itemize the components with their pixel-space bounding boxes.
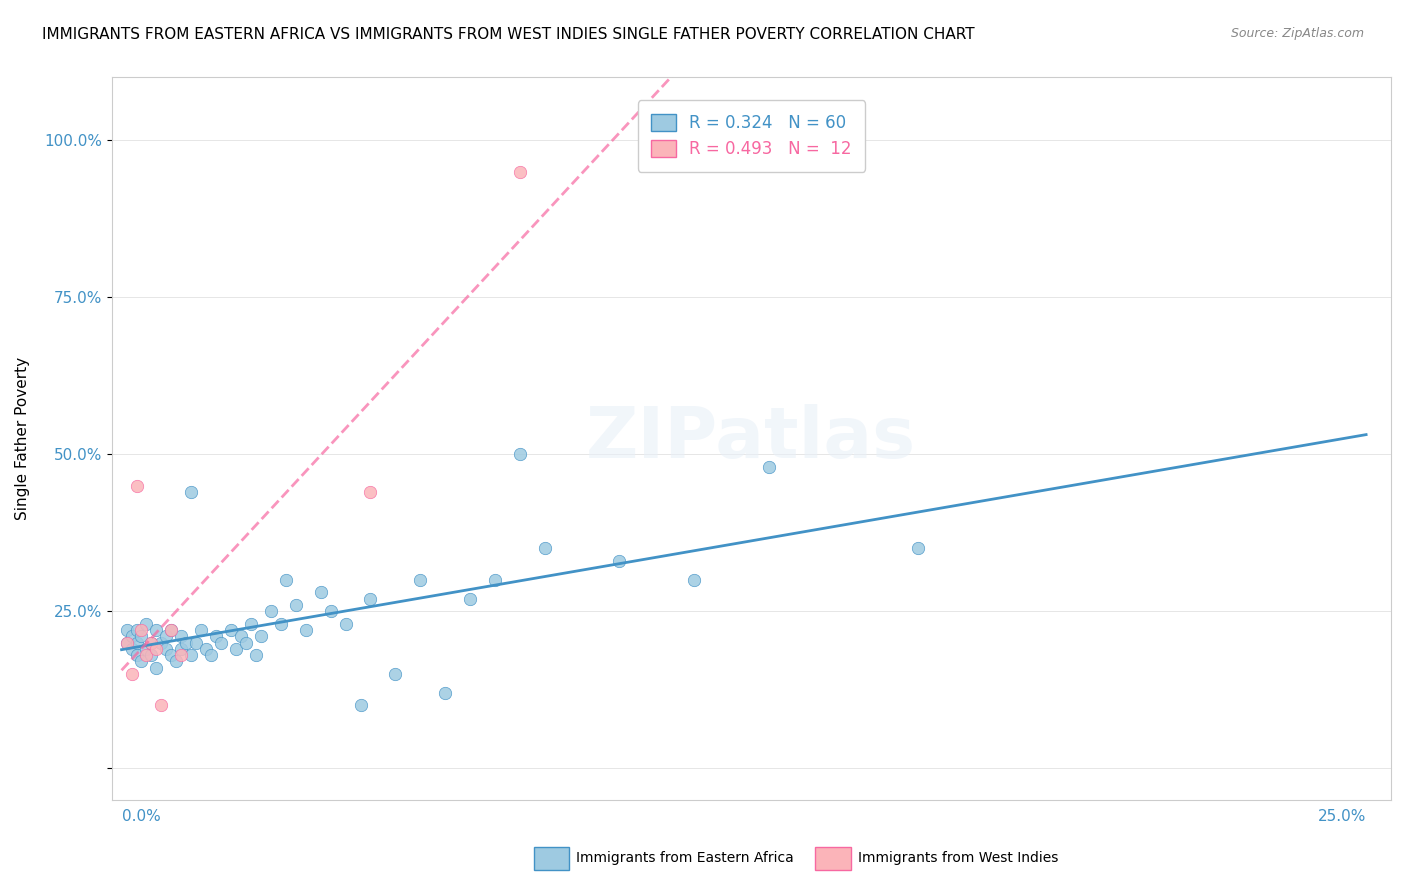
Point [240,616,263,631]
Point [309,585,332,599]
Point [180,484,202,499]
Point [509,447,531,461]
Point [260,604,283,618]
Point [121,667,143,681]
Point [145,641,167,656]
Point [190,623,212,637]
Point [484,573,506,587]
Text: Source: ZipAtlas.com: Source: ZipAtlas.com [1230,27,1364,40]
Point [125,478,148,492]
Point [758,459,780,474]
Point [335,616,357,631]
Point [150,698,173,713]
Point [115,623,138,637]
Point [160,623,183,637]
Point [284,598,307,612]
Point [131,623,153,637]
Y-axis label: Single Father Poverty: Single Father Poverty [15,357,30,520]
Point [141,635,163,649]
Text: 0.0%: 0.0% [121,809,160,824]
Point [359,484,381,499]
Text: Immigrants from West Indies: Immigrants from West Indies [858,851,1059,865]
Point [683,573,706,587]
Point [121,629,143,643]
Point [141,635,163,649]
Point [165,654,187,668]
Point [907,541,929,556]
Point [141,648,163,662]
Point [131,629,153,643]
Point [131,654,153,668]
Point [294,623,316,637]
Point [235,635,257,649]
Point [145,661,167,675]
Point [125,635,148,649]
Point [200,648,222,662]
Point [121,641,143,656]
Point [170,641,193,656]
Point [225,641,247,656]
Point [135,641,157,656]
Text: Immigrants from Eastern Africa: Immigrants from Eastern Africa [576,851,794,865]
Point [170,648,193,662]
Point [160,648,183,662]
Point [115,635,138,649]
Point [180,648,202,662]
Point [135,648,157,662]
Point [195,641,218,656]
Point [509,164,531,178]
Legend: R = 0.324   N = 60, R = 0.493   N =  12: R = 0.324 N = 60, R = 0.493 N = 12 [637,100,865,171]
Text: ZIPatlas: ZIPatlas [586,404,917,473]
Point [533,541,555,556]
Point [458,591,481,606]
Point [125,648,148,662]
Point [115,635,138,649]
Point [274,573,297,587]
Point [205,629,228,643]
Point [319,604,342,618]
Point [150,635,173,649]
Point [250,629,273,643]
Point [384,667,406,681]
Point [359,591,381,606]
Point [145,623,167,637]
Point [155,641,177,656]
Point [135,616,157,631]
Point [229,629,252,643]
Point [609,554,631,568]
Point [160,623,183,637]
Point [219,623,242,637]
Text: 25.0%: 25.0% [1317,809,1367,824]
Point [125,623,148,637]
Text: IMMIGRANTS FROM EASTERN AFRICA VS IMMIGRANTS FROM WEST INDIES SINGLE FATHER POVE: IMMIGRANTS FROM EASTERN AFRICA VS IMMIGR… [42,27,974,42]
Point [434,686,457,700]
Point [170,629,193,643]
Point [409,573,432,587]
Point [270,616,292,631]
Point [186,635,208,649]
Point [245,648,267,662]
Point [209,635,232,649]
Point [174,635,197,649]
Point [349,698,371,713]
Point [155,629,177,643]
